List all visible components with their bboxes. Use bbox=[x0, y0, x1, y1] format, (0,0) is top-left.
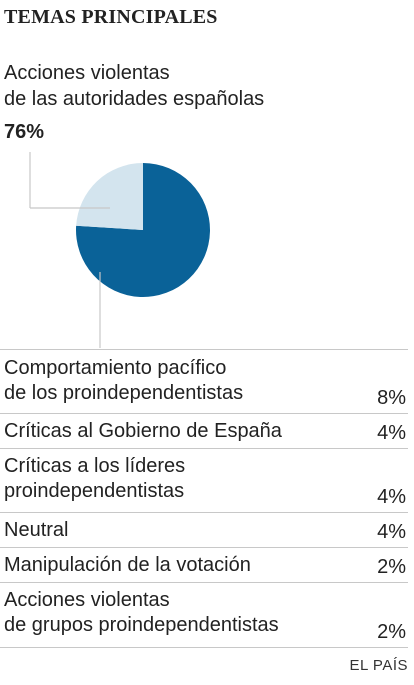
pie-slices bbox=[75, 162, 210, 297]
topics-table: Comportamiento pacífico de los proindepe… bbox=[0, 349, 408, 648]
main-topic-label: Acciones violentas de las autoridades es… bbox=[4, 60, 264, 112]
row-label-line1: Acciones violentas bbox=[4, 589, 170, 611]
row-label-line2: de grupos proindependentistas bbox=[4, 614, 279, 636]
row-label-line1: Neutral bbox=[4, 519, 69, 541]
row-label-line1: Manipulación de la votación bbox=[4, 554, 251, 576]
source-credit: EL PAÍS bbox=[349, 657, 408, 674]
row-label: Críticas a los líderes proindependentist… bbox=[4, 454, 344, 504]
table-row: Manipulación de la votación 2% bbox=[0, 547, 408, 582]
main-topic-label-line2: de las autoridades españolas bbox=[4, 88, 265, 110]
main-topic-label-line1: Acciones violentas bbox=[4, 62, 170, 84]
pie-slice bbox=[76, 162, 143, 230]
row-label: Críticas al Gobierno de España bbox=[4, 419, 344, 444]
row-label: Acciones violentas de grupos proindepend… bbox=[4, 588, 344, 638]
pie-chart bbox=[29, 152, 210, 348]
table-row: Acciones violentas de grupos proindepend… bbox=[0, 582, 408, 647]
table-row: Críticas a los líderes proindependentist… bbox=[0, 448, 408, 512]
pie-slice bbox=[75, 163, 210, 297]
row-label-line1: Comportamiento pacífico bbox=[4, 357, 227, 379]
row-value: 4% bbox=[377, 521, 406, 543]
row-label: Neutral bbox=[4, 518, 344, 543]
row-label-line1: Críticas al Gobierno de España bbox=[4, 420, 282, 442]
row-value: 2% bbox=[377, 556, 406, 578]
table-row: Neutral 4% bbox=[0, 512, 408, 547]
row-label-line2: de los proindependentistas bbox=[4, 382, 244, 404]
table-row: Críticas al Gobierno de España 4% bbox=[0, 413, 408, 448]
row-value: 4% bbox=[377, 486, 406, 508]
row-value: 8% bbox=[377, 387, 406, 409]
row-label-line1: Críticas a los líderes bbox=[4, 455, 186, 477]
chart-title: TEMAS PRINCIPALES bbox=[4, 6, 218, 28]
row-label: Comportamiento pacífico de los proindepe… bbox=[4, 356, 344, 406]
leader-lines bbox=[29, 152, 110, 348]
row-value: 4% bbox=[377, 422, 406, 444]
row-label: Manipulación de la votación bbox=[4, 553, 344, 578]
table-row: Comportamiento pacífico de los proindepe… bbox=[0, 349, 408, 413]
main-topic-value: 76% bbox=[4, 121, 45, 143]
table-bottom-divider bbox=[0, 647, 408, 648]
row-value: 2% bbox=[377, 621, 406, 643]
row-label-line2: proindependentistas bbox=[4, 480, 185, 502]
